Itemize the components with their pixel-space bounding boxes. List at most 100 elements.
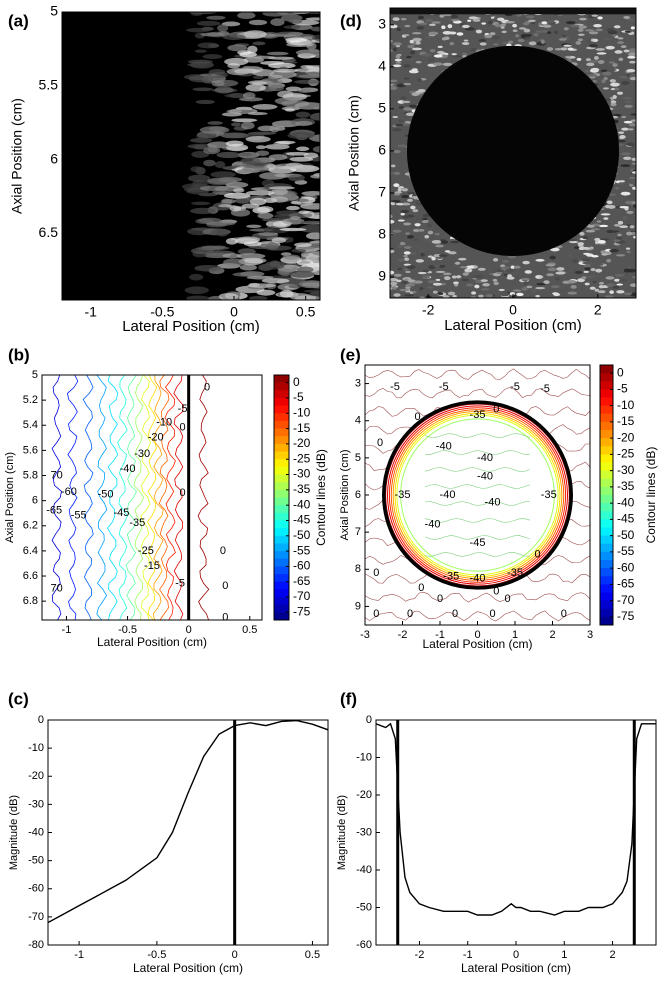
speckle — [211, 190, 226, 195]
speckle — [598, 281, 604, 285]
speckle — [415, 60, 422, 64]
speckle — [568, 240, 579, 244]
speckle — [498, 288, 505, 292]
speckle — [500, 264, 506, 268]
speckle — [628, 176, 636, 180]
colorbar-segment — [600, 421, 613, 431]
speckle — [393, 183, 400, 188]
speckle — [214, 161, 226, 169]
contour-label: 0 — [561, 608, 567, 620]
speckle — [403, 107, 413, 111]
speckle — [184, 286, 209, 295]
speckle — [294, 68, 318, 73]
speckle — [190, 247, 214, 255]
y-tick-label: 6 — [378, 142, 386, 158]
x-tick-label: -0.5 — [118, 624, 137, 636]
speckle — [390, 83, 394, 86]
speckle — [301, 282, 320, 287]
speckle — [456, 275, 462, 279]
speckle — [449, 240, 460, 244]
speckle — [412, 291, 417, 294]
contour-ring — [385, 403, 570, 587]
speckle — [523, 28, 531, 33]
x-tick-label: -3 — [360, 629, 370, 641]
speckle — [400, 96, 407, 100]
colorbar-segment — [600, 365, 613, 374]
speckle — [232, 188, 245, 193]
speckle — [619, 279, 628, 283]
speckle — [515, 34, 520, 38]
contour-line — [197, 375, 210, 620]
speckle — [626, 68, 636, 73]
speckle — [626, 250, 631, 254]
speckle — [616, 290, 625, 294]
speckle — [399, 288, 410, 292]
speckle — [441, 25, 446, 30]
speckle — [292, 71, 320, 79]
y-tick-label: 6.2 — [23, 520, 38, 532]
y-tick-label: -70 — [28, 911, 44, 923]
speckle — [289, 156, 314, 162]
y-tick-label: 5.4 — [23, 419, 38, 431]
speckle — [404, 294, 414, 297]
speckle — [555, 271, 566, 275]
cyst-boundary — [382, 400, 573, 590]
speckle — [467, 19, 472, 22]
y-tick-label: 0 — [38, 714, 44, 726]
speckle — [549, 255, 556, 260]
colorbar-segment — [274, 397, 289, 407]
y-tick-label: 8 — [355, 563, 361, 575]
speckle — [404, 34, 410, 37]
speckle — [588, 44, 598, 48]
speckle — [606, 258, 612, 263]
speckle — [214, 86, 234, 94]
contour-ring — [400, 418, 555, 572]
speckle — [601, 69, 608, 73]
speckle — [595, 48, 606, 51]
speckle — [247, 283, 276, 288]
speckle — [403, 77, 410, 80]
colorbar-segment — [600, 584, 613, 593]
contour-line — [82, 375, 94, 620]
speckle — [400, 209, 410, 213]
colorbar-tick-label: -30 — [617, 463, 635, 477]
x-tick-label: 0.5 — [305, 949, 320, 961]
colorbar-segment — [274, 528, 289, 537]
contour-label: -40 — [485, 496, 501, 508]
y-axis-label: Magnitude (dB) — [336, 795, 348, 870]
background-contour — [365, 368, 590, 380]
x-tick-label: -2 — [398, 629, 408, 641]
x-tick-label: 0.5 — [242, 624, 257, 636]
speckle — [581, 247, 591, 250]
contour-label: -40 — [470, 572, 486, 584]
speckle — [541, 21, 548, 25]
speckle — [415, 40, 421, 45]
line-series — [376, 722, 656, 916]
speckle — [408, 104, 417, 108]
panel-label: (a) — [8, 11, 29, 30]
speckle — [618, 182, 626, 186]
speckle — [530, 288, 537, 293]
speckle — [196, 20, 221, 26]
colorbar-segment — [274, 497, 289, 506]
speckle — [574, 270, 583, 274]
speckle — [546, 273, 555, 277]
speckle — [411, 68, 418, 71]
speckle — [268, 84, 284, 92]
speckle — [465, 283, 474, 287]
speckle — [619, 180, 626, 183]
speckle — [288, 270, 315, 278]
contour-label: -15 — [144, 560, 160, 572]
speckle — [616, 283, 624, 286]
colorbar-segment — [600, 543, 613, 553]
speckle — [403, 82, 412, 86]
colorbar-segment — [274, 390, 289, 399]
speckle — [584, 69, 591, 73]
speckle — [543, 280, 550, 285]
y-axis-label: Magnitude (dB) — [8, 795, 20, 870]
speckle — [543, 24, 552, 28]
speckle — [287, 132, 315, 140]
speckle — [485, 24, 493, 27]
speckle — [216, 229, 229, 237]
